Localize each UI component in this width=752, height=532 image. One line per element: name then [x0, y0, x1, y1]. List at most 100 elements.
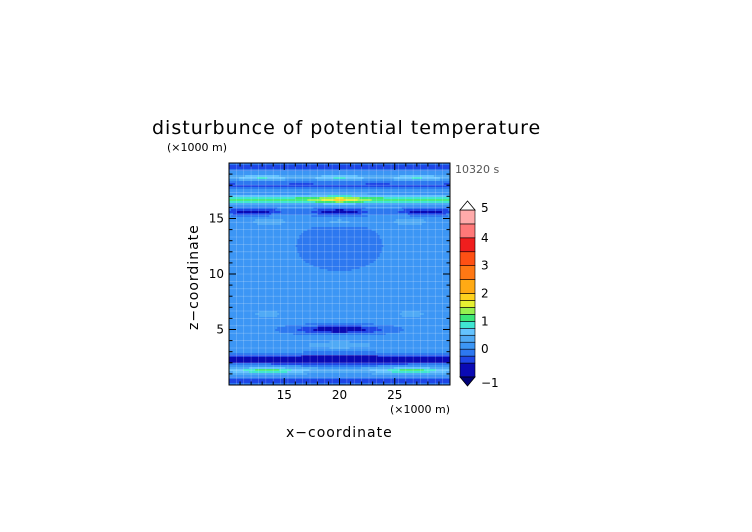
heatmap-cell	[257, 225, 260, 228]
heatmap-cell	[351, 237, 354, 240]
heatmap-cell	[367, 215, 371, 218]
heatmap-cell	[233, 237, 236, 240]
heatmap-cell	[415, 167, 419, 170]
heatmap-cell	[333, 227, 336, 230]
heatmap-cell	[395, 231, 399, 234]
heatmap-cell	[331, 197, 334, 200]
heatmap-cell	[391, 193, 395, 196]
heatmap-cell	[365, 205, 369, 208]
heatmap-cell	[389, 185, 393, 188]
heatmap-cell	[445, 231, 449, 234]
heatmap-cell	[287, 189, 290, 192]
heatmap-cell	[273, 211, 276, 214]
heatmap-cell	[229, 163, 232, 166]
heatmap-cell	[261, 237, 264, 240]
heatmap-cell	[401, 195, 405, 198]
heatmap-cell	[293, 187, 296, 190]
heatmap-cell	[421, 249, 425, 252]
heatmap-cell	[347, 169, 350, 172]
heatmap-cell	[323, 201, 326, 204]
heatmap-cell	[331, 237, 334, 240]
heatmap-cell	[231, 219, 234, 222]
heatmap-cell	[245, 181, 248, 184]
heatmap-cell	[425, 185, 429, 188]
heatmap-cell	[301, 243, 304, 246]
heatmap-cell	[421, 165, 425, 168]
heatmap-cell	[347, 203, 350, 206]
heatmap-cell	[421, 183, 425, 186]
heatmap-cell	[407, 197, 411, 200]
heatmap-cell	[295, 235, 298, 238]
heatmap-cell	[283, 241, 286, 244]
heatmap-cell	[435, 177, 439, 180]
heatmap-cell	[243, 215, 246, 218]
heatmap-cell	[327, 239, 330, 242]
heatmap-cell	[265, 185, 268, 188]
heatmap-cell	[229, 225, 232, 228]
heatmap-cell	[403, 171, 407, 174]
heatmap-cell	[277, 221, 280, 224]
heatmap-cell	[335, 233, 338, 236]
heatmap-cell	[295, 173, 298, 176]
heatmap-cell	[303, 247, 306, 250]
heatmap-cell	[335, 173, 338, 176]
heatmap-cell	[259, 177, 262, 180]
heatmap-cell	[321, 163, 324, 166]
heatmap-cell	[251, 191, 254, 194]
heatmap-cell	[441, 165, 445, 168]
heatmap-cell	[417, 173, 421, 176]
heatmap-cell	[399, 227, 403, 230]
heatmap-cell	[357, 225, 360, 228]
heatmap-cell	[337, 235, 340, 238]
heatmap-cell	[279, 207, 282, 210]
heatmap-cell	[369, 201, 373, 204]
heatmap-cell	[257, 175, 260, 178]
heatmap-cell	[363, 203, 367, 206]
heatmap-cell	[329, 231, 332, 234]
heatmap-cell	[249, 225, 252, 228]
heatmap-cell	[279, 175, 282, 178]
heatmap-cell	[315, 185, 318, 188]
heatmap-cell	[245, 205, 248, 208]
heatmap-cell	[355, 235, 358, 238]
heatmap-cell	[297, 183, 300, 186]
heatmap-cell	[299, 199, 302, 202]
heatmap-cell	[375, 221, 379, 224]
heatmap-cell	[399, 163, 403, 166]
heatmap-cell	[357, 233, 360, 236]
heatmap-cell	[427, 229, 431, 232]
heatmap-cell	[245, 231, 248, 234]
heatmap-cell	[329, 201, 332, 204]
heatmap-cell	[407, 241, 411, 244]
heatmap-cell	[395, 165, 399, 168]
heatmap-cell	[237, 195, 240, 198]
heatmap-cell	[259, 171, 262, 174]
heatmap-cell	[283, 233, 286, 236]
heatmap-cell	[283, 235, 286, 238]
heatmap-cell	[231, 245, 234, 248]
heatmap-cell	[387, 233, 391, 236]
heatmap-cell	[377, 205, 381, 208]
heatmap-cell	[407, 235, 411, 238]
heatmap-cell	[333, 251, 336, 254]
heatmap-cell	[345, 193, 348, 196]
heatmap-cell	[415, 237, 419, 240]
heatmap-cell	[409, 173, 413, 176]
heatmap-cell	[349, 197, 352, 200]
heatmap-cell	[399, 201, 403, 204]
heatmap-cell	[249, 183, 252, 186]
heatmap-cell	[373, 243, 377, 246]
heatmap-cell	[405, 223, 409, 226]
heatmap-cell	[377, 239, 381, 242]
heatmap-cell	[415, 215, 419, 218]
heatmap-cell	[435, 183, 439, 186]
heatmap-cell	[231, 211, 234, 214]
heatmap-cell	[329, 165, 332, 168]
heatmap-cell	[261, 169, 264, 172]
heatmap-cell	[241, 227, 244, 230]
heatmap-cell	[345, 251, 348, 254]
heatmap-cell	[235, 227, 238, 230]
heatmap-cell	[423, 203, 427, 206]
heatmap-cell	[261, 221, 264, 224]
heatmap-cell	[411, 209, 415, 212]
